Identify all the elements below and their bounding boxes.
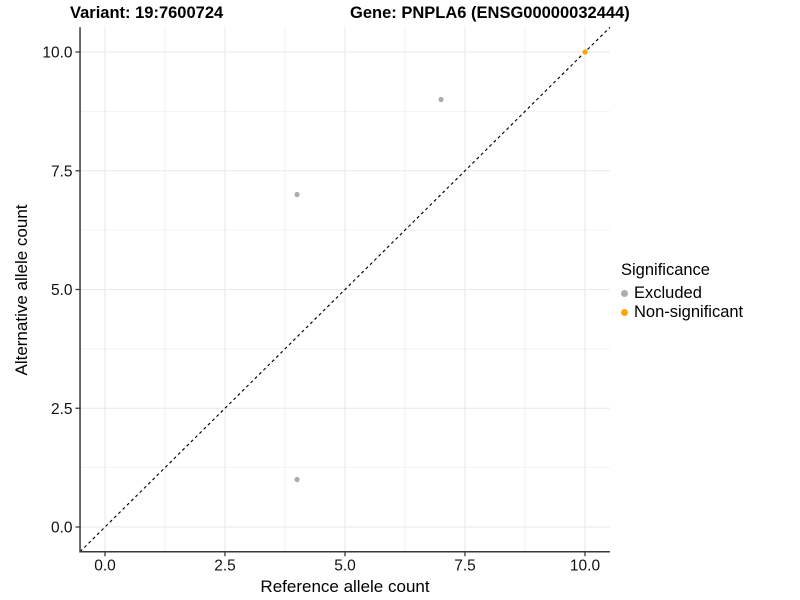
x-tick-label: 0.0: [94, 558, 116, 575]
data-point-excluded: [294, 191, 300, 198]
legend-items: Excluded Non-significant: [621, 284, 743, 322]
x-tick-label: 5.0: [334, 558, 356, 575]
plot-title-gene: Gene: PNPLA6 (ENSG00000032444): [350, 4, 630, 22]
legend-key-dot-icon: [621, 309, 628, 316]
x-tick-label: 7.5: [454, 558, 476, 575]
y-tick-label: 10.0: [42, 45, 73, 62]
y-tick-label: 5.0: [51, 282, 73, 299]
data-point-excluded: [438, 96, 444, 103]
data-point-excluded: [294, 476, 300, 483]
y-tick-label: 7.5: [51, 163, 73, 180]
legend-title: Significance: [621, 261, 710, 279]
legend: Significance Excluded Non-significant: [621, 261, 743, 322]
x-axis: 0.0 2.5 5.0 7.5 10.0: [80, 550, 610, 575]
identity-line: [79, 26, 611, 553]
y-axis: 0.0 2.5 5.0 7.5 10.0: [42, 27, 81, 553]
y-tick-label: 0.0: [51, 520, 73, 537]
plot-title-variant: Variant: 19:7600724: [70, 4, 224, 22]
legend-item-label: Excluded: [634, 284, 702, 302]
legend-item: Excluded: [621, 284, 743, 303]
data-points: [294, 49, 588, 483]
data-point-non-significant: [582, 49, 588, 55]
x-axis-title: Reference allele count: [260, 577, 430, 596]
x-tick-label: 2.5: [214, 558, 236, 575]
x-tick-label: 10.0: [570, 558, 601, 575]
legend-item-label: Non-significant: [634, 303, 744, 321]
legend-item: Non-significant: [621, 303, 743, 322]
y-tick-label: 2.5: [51, 401, 73, 418]
legend-key-dot-icon: [621, 290, 628, 297]
